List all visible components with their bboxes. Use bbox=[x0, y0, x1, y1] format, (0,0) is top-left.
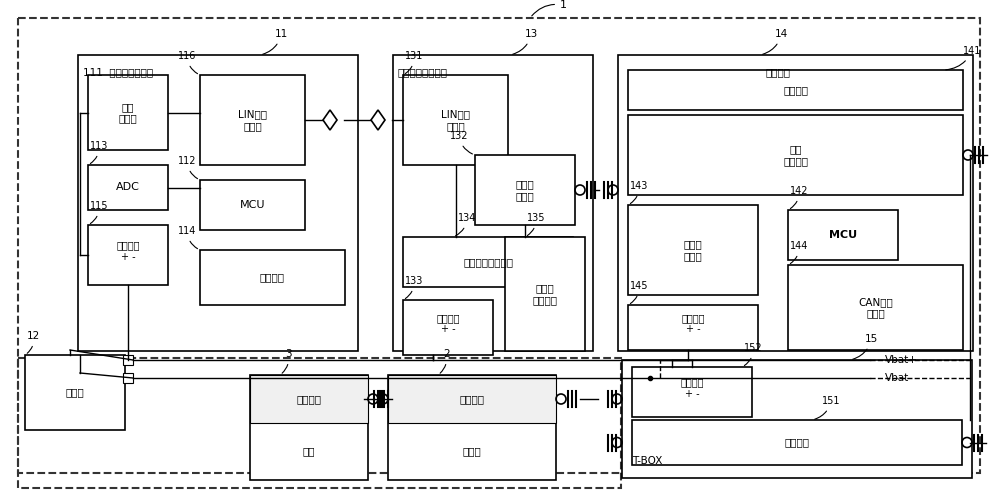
Bar bbox=[632, 420, 962, 465]
Bar bbox=[123, 373, 133, 383]
Text: ADC: ADC bbox=[116, 183, 140, 193]
Text: 113: 113 bbox=[90, 141, 108, 164]
Text: 3: 3 bbox=[282, 349, 292, 373]
Text: 133: 133 bbox=[405, 276, 423, 298]
Bar bbox=[403, 237, 573, 287]
Text: 微控制和处理系统: 微控制和处理系统 bbox=[463, 257, 513, 267]
Bar bbox=[618, 55, 973, 351]
Text: 145: 145 bbox=[630, 281, 648, 303]
Text: MCU: MCU bbox=[829, 230, 857, 240]
Text: 蓄电池: 蓄电池 bbox=[66, 388, 84, 398]
Text: 以太
网收发器: 以太 网收发器 bbox=[783, 144, 808, 166]
Bar bbox=[788, 265, 963, 350]
Text: Vbat-: Vbat- bbox=[885, 373, 913, 383]
Text: 通信系统: 通信系统 bbox=[784, 438, 810, 448]
Text: 152: 152 bbox=[744, 343, 763, 366]
Text: 142: 142 bbox=[790, 186, 808, 209]
Text: 11: 11 bbox=[263, 29, 288, 54]
Text: 1: 1 bbox=[532, 0, 567, 16]
Text: LIN总线
收发器: LIN总线 收发器 bbox=[441, 109, 470, 131]
Text: 15: 15 bbox=[853, 334, 878, 359]
Text: 自动驾驶控制系统: 自动驾驶控制系统 bbox=[398, 67, 448, 77]
Text: 112: 112 bbox=[178, 156, 198, 179]
Bar bbox=[628, 115, 963, 195]
Bar bbox=[250, 375, 368, 423]
Bar bbox=[403, 300, 493, 355]
Bar bbox=[200, 180, 305, 230]
Bar bbox=[388, 375, 556, 480]
Text: MCU: MCU bbox=[240, 200, 265, 210]
Text: 通信模块: 通信模块 bbox=[296, 394, 322, 404]
Bar bbox=[18, 358, 621, 488]
Text: 12: 12 bbox=[27, 331, 40, 353]
Bar bbox=[393, 55, 593, 351]
Text: 静噪处
理系统: 静噪处 理系统 bbox=[684, 239, 702, 261]
Text: 135: 135 bbox=[527, 213, 546, 236]
Bar bbox=[628, 205, 758, 295]
Bar bbox=[200, 250, 345, 305]
Polygon shape bbox=[323, 110, 337, 130]
Text: 存储模块: 存储模块 bbox=[260, 272, 285, 282]
Text: 151: 151 bbox=[815, 396, 840, 419]
Text: 134: 134 bbox=[456, 213, 476, 236]
Bar bbox=[622, 360, 972, 478]
Bar bbox=[628, 70, 963, 110]
Text: T-BOX: T-BOX bbox=[632, 456, 662, 466]
Text: 132: 132 bbox=[450, 131, 472, 154]
Bar bbox=[88, 165, 168, 210]
Bar bbox=[250, 375, 368, 480]
Text: 13: 13 bbox=[513, 29, 538, 54]
Text: 111  蓄电池监控系统: 111 蓄电池监控系统 bbox=[83, 67, 153, 77]
Bar bbox=[628, 305, 758, 350]
Bar bbox=[88, 75, 168, 150]
Bar bbox=[200, 75, 305, 165]
Polygon shape bbox=[371, 110, 385, 130]
Bar bbox=[505, 237, 585, 351]
Text: 143: 143 bbox=[630, 181, 648, 204]
Bar bbox=[123, 355, 133, 365]
Bar bbox=[632, 367, 752, 417]
Bar bbox=[25, 355, 125, 430]
Text: 云平台: 云平台 bbox=[463, 446, 481, 456]
Bar bbox=[88, 225, 168, 285]
Text: 供电电源
+ -: 供电电源 + - bbox=[680, 377, 704, 399]
Text: 终端: 终端 bbox=[303, 446, 315, 456]
Text: 通信模块: 通信模块 bbox=[460, 394, 484, 404]
Text: 电量
传感器: 电量 传感器 bbox=[119, 102, 137, 123]
Text: 115: 115 bbox=[90, 201, 108, 224]
Text: 2: 2 bbox=[440, 349, 450, 373]
Text: 116: 116 bbox=[178, 51, 198, 74]
Bar bbox=[788, 210, 898, 260]
Bar bbox=[475, 155, 575, 225]
Text: CAN总线
收发器: CAN总线 收发器 bbox=[858, 297, 893, 318]
Text: 供电电源
+ -: 供电电源 + - bbox=[436, 313, 460, 334]
Text: 中央网关: 中央网关 bbox=[783, 85, 808, 95]
Text: 131: 131 bbox=[405, 51, 423, 73]
Text: Vbat+: Vbat+ bbox=[885, 355, 918, 365]
Bar bbox=[388, 375, 556, 423]
Text: 141: 141 bbox=[946, 46, 981, 70]
Text: 采集和
存储模块: 采集和 存储模块 bbox=[532, 283, 558, 305]
Text: 供电电源
+ -: 供电电源 + - bbox=[681, 313, 705, 334]
Text: LIN总线
收发器: LIN总线 收发器 bbox=[238, 109, 267, 131]
Text: 14: 14 bbox=[763, 29, 788, 54]
Text: 以太网
收发器: 以太网 收发器 bbox=[516, 179, 534, 201]
Text: 供电电源
+ -: 供电电源 + - bbox=[116, 240, 140, 262]
Text: 中央网关: 中央网关 bbox=[766, 67, 790, 77]
Bar bbox=[403, 75, 508, 165]
Text: 114: 114 bbox=[178, 226, 198, 249]
Text: 144: 144 bbox=[790, 241, 808, 263]
Bar bbox=[78, 55, 358, 351]
